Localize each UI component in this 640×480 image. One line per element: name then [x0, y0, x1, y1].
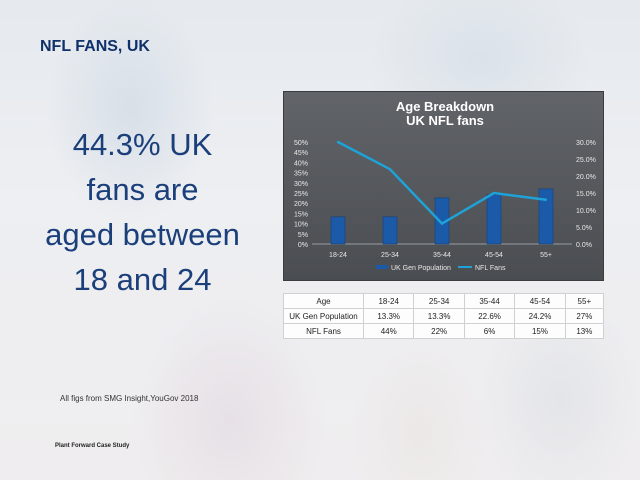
left-axis-tick-label: 20%: [294, 201, 308, 208]
table-header-cell: 35-44: [463, 293, 516, 309]
table-cell: 22%: [413, 323, 465, 339]
table-header-cell: Age: [283, 293, 364, 309]
left-axis-tick-label: 5%: [298, 232, 308, 239]
x-axis-tick-label: 45-54: [485, 252, 503, 259]
table-cell: 22.6%: [463, 308, 516, 324]
bar-uk-gen-population: [486, 194, 502, 245]
chart-title-line: Age Breakdown: [396, 99, 494, 114]
table-header-cell: 25-34: [413, 293, 465, 309]
headline-line: 18 and 24: [73, 262, 212, 297]
table-cell: 24.2%: [514, 308, 566, 324]
point-nfl-fans: [440, 222, 444, 225]
headline-line: 44.3% UK: [72, 127, 213, 162]
right-axis-tick-label: 0.0%: [576, 242, 592, 249]
point-nfl-fans: [544, 198, 548, 201]
right-axis-tick-label: 15.0%: [576, 191, 596, 198]
table-cell: 27%: [564, 308, 605, 324]
legend-swatch-uk-gen-population: [376, 265, 388, 269]
footer-note: Plant Forward Case Study: [55, 443, 130, 449]
bar-uk-gen-population: [330, 216, 346, 245]
table-cell: 44%: [362, 323, 415, 339]
table-row: UK Gen Population 13.3% 13.3% 22.6% 24.2…: [283, 308, 605, 324]
table-header-row: Age 18-24 25-34 35-44 45-54 55+: [283, 293, 605, 309]
headline: 44.3% UK fans are aged between 18 and 24: [20, 122, 265, 302]
table-cell: 13%: [564, 323, 605, 339]
left-axis-tick-label: 35%: [294, 171, 308, 178]
slide-title: NFL FANS, UK: [40, 38, 150, 55]
source-note: All figs from SMG Insight,YouGov 2018: [60, 394, 199, 403]
left-axis-tick-label: 30%: [294, 181, 308, 188]
table-header-cell: 55+: [564, 293, 605, 309]
left-axis-tick-label: 10%: [294, 222, 308, 229]
x-axis-tick-label: 55+: [540, 252, 552, 259]
left-axis-tick-label: 15%: [294, 211, 308, 218]
point-nfl-fans: [388, 168, 392, 171]
headline-line: aged between: [45, 217, 240, 252]
left-axis-tick-label: 0%: [298, 242, 308, 249]
table-cell: 13.3%: [413, 308, 465, 324]
point-nfl-fans: [492, 191, 496, 195]
table-cell: 13.3%: [362, 308, 415, 324]
right-axis-tick-label: 10.0%: [576, 208, 596, 215]
age-breakdown-chart: Age Breakdown UK NFL fans 0% 5% 10% 15% 20% 25%…: [283, 91, 604, 281]
left-axis-tick-label: 50%: [294, 140, 308, 147]
right-axis-tick-label: 25.0%: [576, 157, 596, 164]
left-axis-tick-label: 25%: [294, 191, 308, 198]
point-nfl-fans: [336, 140, 340, 144]
headline-line: fans are: [86, 172, 199, 207]
age-data-table: Age 18-24 25-34 35-44 45-54 55+ UK Gen P…: [283, 293, 605, 339]
legend-label-uk-gen-population: UK Gen Population: [391, 265, 451, 272]
bar-uk-gen-population: [382, 216, 398, 245]
table-row: NFL Fans 44% 22% 6% 15% 13%: [283, 323, 605, 339]
left-axis-tick-label: 45%: [294, 150, 308, 157]
bar-uk-gen-population: [434, 197, 450, 245]
x-axis-tick-label: 18-24: [329, 252, 347, 259]
bar-uk-gen-population: [538, 188, 554, 245]
table-cell: 6%: [463, 323, 516, 339]
table-header-cell: 18-24: [362, 293, 415, 309]
right-axis-tick-label: 30.0%: [576, 140, 596, 147]
right-axis-tick-label: 20.0%: [576, 174, 596, 181]
x-axis-tick-label: 25-34: [381, 252, 399, 259]
right-axis-tick-label: 5.0%: [576, 225, 592, 232]
left-axis-tick-label: 40%: [294, 160, 308, 167]
table-header-cell: 45-54: [514, 293, 566, 309]
x-axis-tick-label: 35-44: [433, 252, 451, 259]
chart-title-line: UK NFL fans: [406, 113, 484, 128]
table-cell: UK Gen Population: [283, 308, 364, 324]
table-cell: 15%: [514, 323, 566, 339]
legend-label-nfl-fans: NFL Fans: [475, 265, 506, 272]
table-cell: NFL Fans: [283, 323, 364, 339]
